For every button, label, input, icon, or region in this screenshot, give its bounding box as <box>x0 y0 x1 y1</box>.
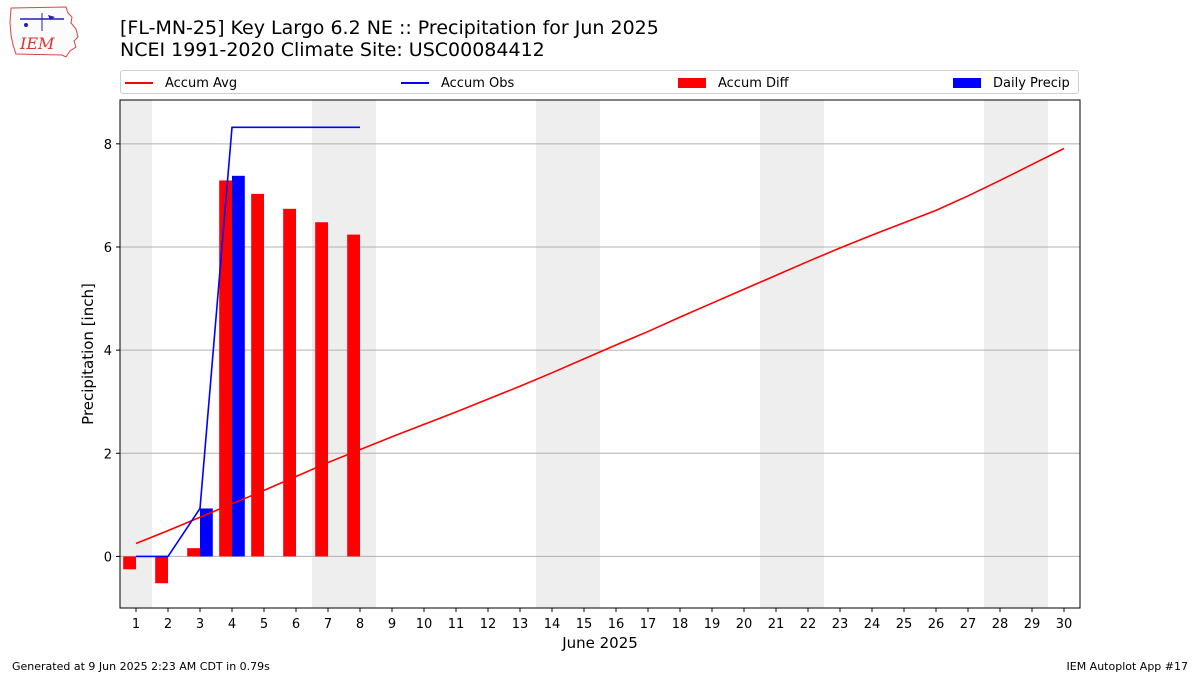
legend-label-accum-diff: Accum Diff <box>718 75 789 91</box>
y-axis-label: Precipitation [inch] <box>79 283 97 425</box>
chart-subtitle: NCEI 1991-2020 Climate Site: USC00084412 <box>120 39 545 61</box>
x-tick-label-23: 23 <box>832 617 849 632</box>
x-tick-label-10: 10 <box>416 617 433 632</box>
legend-swatch-daily-precip <box>953 78 981 88</box>
y-tick-label-4: 4 <box>104 344 112 359</box>
x-tick-label-28: 28 <box>992 617 1009 632</box>
weekend-band-3 <box>536 100 600 608</box>
x-tick-label-5: 5 <box>260 617 268 632</box>
x-tick-label-29: 29 <box>1024 617 1041 632</box>
x-tick-label-12: 12 <box>480 617 497 632</box>
chart-title: [FL-MN-25] Key Largo 6.2 NE :: Precipita… <box>120 17 659 39</box>
x-tick-label-8: 8 <box>356 617 364 632</box>
x-tick-label-18: 18 <box>672 617 689 632</box>
y-tick-label-6: 6 <box>104 241 112 256</box>
x-tick-label-16: 16 <box>608 617 625 632</box>
accum-diff-bar-8 <box>347 234 360 557</box>
x-tick-label-25: 25 <box>896 617 913 632</box>
accum-diff-bar-3 <box>187 548 200 557</box>
accum-diff-bar-7 <box>315 222 328 557</box>
accum-diff-bar-6 <box>283 208 296 557</box>
legend-swatch-accum-avg <box>125 82 153 84</box>
x-tick-label-24: 24 <box>864 617 881 632</box>
weekend-band-1 <box>120 100 152 608</box>
x-tick-label-19: 19 <box>704 617 721 632</box>
x-tick-label-15: 15 <box>576 617 593 632</box>
accum-diff-bar-2 <box>155 556 168 584</box>
x-tick-label-11: 11 <box>448 617 465 632</box>
y-tick-label-2: 2 <box>104 447 112 462</box>
weekend-band-4 <box>760 100 824 608</box>
legend-label-daily-precip: Daily Precip <box>993 75 1070 91</box>
accum-diff-bar-4 <box>219 180 232 557</box>
x-tick-label-2: 2 <box>164 617 172 632</box>
legend: Accum Avg Accum Obs Accum Diff Daily Pre… <box>120 70 1079 94</box>
weekend-shading <box>120 100 1048 608</box>
y-axis-ticks: 0 2 4 6 8 <box>104 138 120 565</box>
x-tick-label-17: 17 <box>640 617 657 632</box>
legend-item-accum-obs: Accum Obs <box>401 71 514 95</box>
plot-frame <box>119 99 1081 609</box>
x-tick-label-6: 6 <box>292 617 300 632</box>
x-tick-label-13: 13 <box>512 617 529 632</box>
y-tick-label-8: 8 <box>104 138 112 153</box>
legend-swatch-accum-diff <box>678 78 706 88</box>
x-tick-label-4: 4 <box>228 617 236 632</box>
legend-item-daily-precip: Daily Precip <box>953 71 1070 95</box>
x-tick-label-14: 14 <box>544 617 561 632</box>
x-tick-label-30: 30 <box>1056 617 1073 632</box>
x-tick-label-27: 27 <box>960 617 977 632</box>
iem-logo: IEM <box>9 6 79 58</box>
generated-timestamp: Generated at 9 Jun 2025 2:23 AM CDT in 0… <box>12 660 270 673</box>
legend-item-accum-avg: Accum Avg <box>125 71 237 95</box>
legend-label-accum-avg: Accum Avg <box>165 75 238 91</box>
bars <box>123 175 360 584</box>
legend-swatch-accum-obs <box>401 82 429 84</box>
logo-text: IEM <box>19 34 55 53</box>
legend-label-accum-obs: Accum Obs <box>441 75 515 91</box>
accum-avg-line <box>135 147 1065 545</box>
series-lines <box>135 126 1065 558</box>
x-tick-label-1: 1 <box>132 617 140 632</box>
daily-precip-bar-3 <box>200 508 213 557</box>
daily-precip-bar-4 <box>232 175 245 557</box>
x-tick-label-21: 21 <box>768 617 785 632</box>
x-tick-label-20: 20 <box>736 617 753 632</box>
y-tick-label-0: 0 <box>104 550 112 565</box>
x-tick-label-9: 9 <box>388 617 396 632</box>
accum-diff-bar-1 <box>123 556 136 570</box>
x-axis-ticks: 1 2 3 4 5 6 7 8 9 10 11 12 13 14 15 16 17 18 19 20 21 22 23 24 2… <box>132 608 1072 632</box>
weekend-band-5 <box>984 100 1048 608</box>
x-axis-label: June 2025 <box>562 634 638 652</box>
accum-diff-bar-5 <box>251 193 264 557</box>
gridlines <box>120 143 1080 557</box>
app-credit: IEM Autoplot App #17 <box>1066 660 1189 673</box>
x-tick-label-26: 26 <box>928 617 945 632</box>
x-tick-label-22: 22 <box>800 617 817 632</box>
legend-item-accum-diff: Accum Diff <box>678 71 789 95</box>
x-tick-label-7: 7 <box>324 617 332 632</box>
accum-obs-line <box>136 126 360 558</box>
x-tick-label-3: 3 <box>196 617 204 632</box>
